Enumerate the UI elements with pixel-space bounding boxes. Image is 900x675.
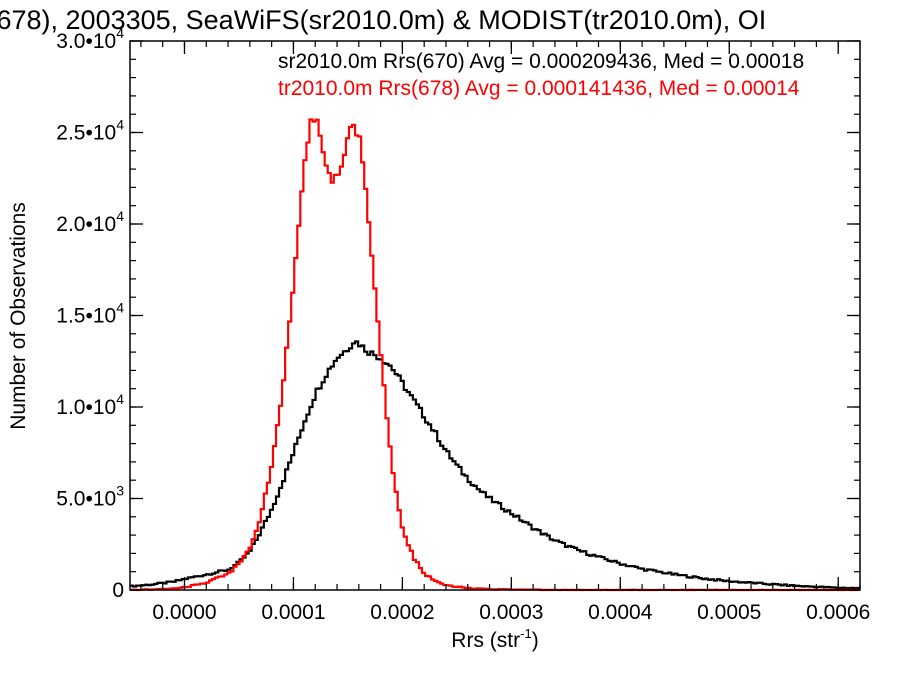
y-tick-label: 2.5•104 bbox=[56, 117, 124, 145]
x-tick-label: 0.0006 bbox=[806, 601, 870, 624]
y-tick-label: 5.0•103 bbox=[56, 483, 124, 511]
series-curves bbox=[130, 118, 860, 592]
series-black-histogram bbox=[130, 340, 860, 590]
y-tick-label: 0 bbox=[112, 579, 124, 602]
y-tick-label: 1.5•104 bbox=[56, 300, 124, 328]
x-axis-ticks: 0.0000 0.0001 0.0002 0.0003 0.0004 0.0005 0.00… bbox=[140, 41, 870, 624]
x-axis-label: Rrs (str-1) bbox=[451, 626, 538, 652]
x-tick-label: 0.0002 bbox=[370, 601, 434, 624]
y-tick-label: 2.0•104 bbox=[56, 208, 124, 236]
y-axis-label: Number of Observations bbox=[7, 202, 30, 430]
y-tick-label: 1.0•104 bbox=[56, 391, 124, 419]
y-axis-ticks: 0 5.0•103 1.0•104 1.5•104 2.0•104 2.5•104 3.0•… bbox=[56, 25, 860, 602]
chart-title: s(678), 2003305, SeaWiFS(sr2010.0m) & MO… bbox=[0, 5, 766, 35]
x-tick-label: 0.0001 bbox=[261, 601, 325, 624]
series-red-histogram bbox=[130, 118, 860, 592]
legend-entry-red: tr2010.0m Rrs(678) Avg = 0.000141436, Me… bbox=[278, 77, 800, 100]
legend-entry-black: sr2010.0m Rrs(670) Avg = 0.000209436, Me… bbox=[278, 50, 804, 73]
x-tick-label: 0.0003 bbox=[479, 601, 543, 624]
x-tick-label: 0.0005 bbox=[697, 601, 761, 624]
y-tick-label: 3.0•104 bbox=[56, 25, 124, 53]
x-tick-label: 0.0000 bbox=[152, 601, 216, 624]
x-tick-label: 0.0004 bbox=[588, 601, 653, 624]
plot-frame bbox=[129, 40, 861, 591]
